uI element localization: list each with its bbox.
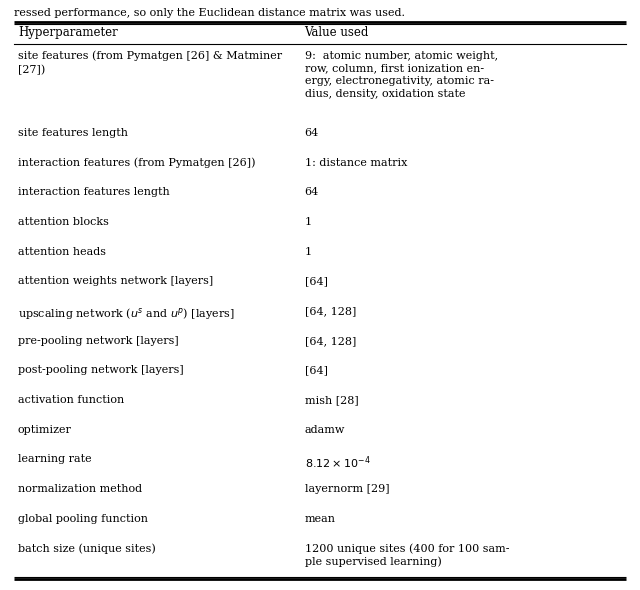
Text: mean: mean bbox=[305, 514, 335, 524]
Text: attention weights network [layers]: attention weights network [layers] bbox=[18, 277, 213, 286]
Text: layernorm [29]: layernorm [29] bbox=[305, 484, 389, 494]
Text: $8.12\times10^{-4}$: $8.12\times10^{-4}$ bbox=[305, 454, 371, 471]
Text: 1: distance matrix: 1: distance matrix bbox=[305, 158, 407, 168]
Text: Hyperparameter: Hyperparameter bbox=[18, 26, 118, 39]
Text: batch size (unique sites): batch size (unique sites) bbox=[18, 543, 156, 554]
Text: attention blocks: attention blocks bbox=[18, 217, 109, 227]
Text: adamw: adamw bbox=[305, 425, 345, 435]
Text: Value used: Value used bbox=[305, 26, 369, 39]
Text: activation function: activation function bbox=[18, 395, 124, 405]
Text: post-pooling network [layers]: post-pooling network [layers] bbox=[18, 365, 184, 375]
Text: ressed performance, so only the Euclidean distance matrix was used.: ressed performance, so only the Euclidea… bbox=[14, 8, 405, 18]
Text: 1: 1 bbox=[305, 247, 312, 257]
Text: 9:  atomic number, atomic weight,
row, column, first ionization en-
ergy, electr: 9: atomic number, atomic weight, row, co… bbox=[305, 51, 498, 99]
Text: interaction features (from Pymatgen [26]): interaction features (from Pymatgen [26]… bbox=[18, 158, 255, 168]
Text: site features (from Pymatgen [26] & Matminer
[27]): site features (from Pymatgen [26] & Matm… bbox=[18, 51, 282, 75]
Text: interaction features length: interaction features length bbox=[18, 188, 170, 198]
Text: [64]: [64] bbox=[305, 365, 328, 375]
Text: 64: 64 bbox=[305, 188, 319, 198]
Text: 64: 64 bbox=[305, 128, 319, 138]
Text: [64, 128]: [64, 128] bbox=[305, 336, 356, 346]
Text: [64]: [64] bbox=[305, 277, 328, 286]
Text: [64, 128]: [64, 128] bbox=[305, 306, 356, 316]
Text: global pooling function: global pooling function bbox=[18, 514, 148, 524]
Text: upscaling network ($u^s$ and $u^p$) [layers]: upscaling network ($u^s$ and $u^p$) [lay… bbox=[18, 306, 234, 322]
Text: optimizer: optimizer bbox=[18, 425, 72, 435]
Text: normalization method: normalization method bbox=[18, 484, 142, 494]
Text: attention heads: attention heads bbox=[18, 247, 106, 257]
Text: 1200 unique sites (400 for 100 sam-
ple supervised learning): 1200 unique sites (400 for 100 sam- ple … bbox=[305, 543, 509, 568]
Text: pre-pooling network [layers]: pre-pooling network [layers] bbox=[18, 336, 179, 346]
Text: 1: 1 bbox=[305, 217, 312, 227]
Text: site features length: site features length bbox=[18, 128, 128, 138]
Text: mish [28]: mish [28] bbox=[305, 395, 358, 405]
Text: learning rate: learning rate bbox=[18, 454, 92, 464]
